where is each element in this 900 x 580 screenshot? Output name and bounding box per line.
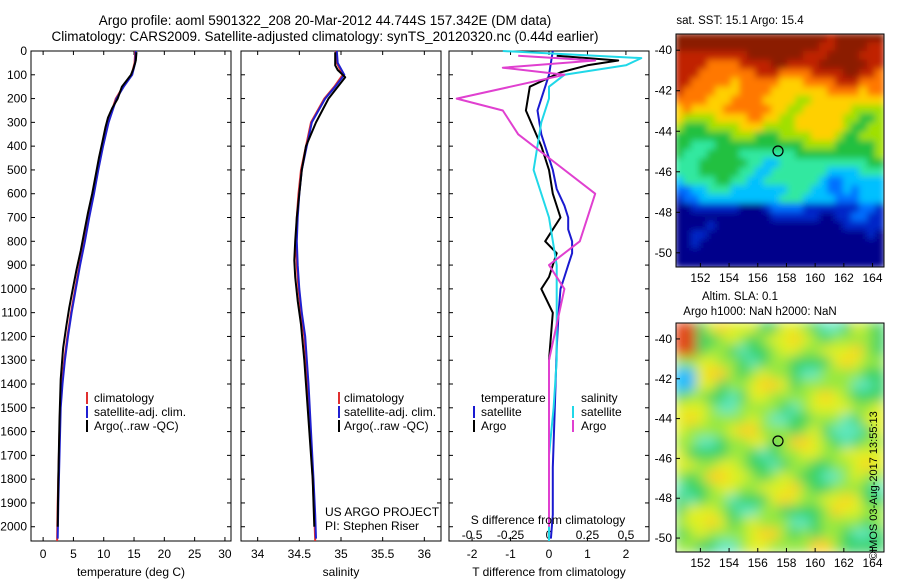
x-tick-label: 2 xyxy=(623,547,630,561)
legend-heading-salinity: salinity xyxy=(581,391,618,405)
series-line xyxy=(56,50,137,539)
difference-xlabel: T difference from climatology xyxy=(472,565,626,579)
sst-map-title: sat. SST: 15.1 Argo: 15.4 xyxy=(676,15,804,27)
legend-entry-argo: Argo(..raw -QC) xyxy=(94,419,179,433)
depth-tick-label: 1300 xyxy=(0,353,27,367)
x-tick-label: 35.5 xyxy=(371,547,395,561)
figure-title-line-1: Argo profile: aoml 5901322_208 20-Mar-20… xyxy=(98,13,552,28)
sla-map-title-line-1: Altim. SLA: 0.1 xyxy=(701,291,779,303)
x-tick-label: 15 xyxy=(127,547,141,561)
depth-tick-label: 1200 xyxy=(0,329,27,343)
series-line xyxy=(56,50,137,542)
depth-tick-label: 200 xyxy=(7,92,27,106)
figure-title-line-2: Climatology: CARS2009. Satellite-adjuste… xyxy=(51,29,599,44)
legend-entry-argo: Argo(..raw -QC) xyxy=(344,419,429,433)
depth-tick-label: 2000 xyxy=(0,520,27,534)
legend-entry-temp-satellite: satellite xyxy=(481,405,522,419)
difference-legend: temperature salinity satellite Argo sate… xyxy=(473,391,622,433)
series-line xyxy=(295,50,344,542)
series-line xyxy=(502,50,643,541)
series-line xyxy=(293,52,347,527)
depth-tick-label: 1700 xyxy=(0,448,27,462)
legend-entry-satellite-adj: satellite-adj. clim. xyxy=(94,405,186,419)
x-top-tick-label: 0.5 xyxy=(618,528,635,542)
depth-tick-label: 1400 xyxy=(0,377,27,391)
x-tick-label: 30 xyxy=(218,547,232,561)
x-tick-label: 0 xyxy=(546,547,553,561)
legend-entry-sal-satellite: satellite xyxy=(581,405,622,419)
salinity-panel: 34 34.5 35 35.5 36 xyxy=(251,50,432,561)
legend-entry-climatology: climatology xyxy=(94,391,154,405)
salinity-axes-frame xyxy=(240,50,442,542)
depth-tick-label: 500 xyxy=(7,163,27,177)
project-annotation: US ARGO PROJECT xyxy=(325,505,440,519)
x-tick-label: -2 xyxy=(467,547,478,561)
x-tick-label: 34.5 xyxy=(288,547,312,561)
depth-tick-label: 800 xyxy=(7,234,27,248)
x-tick-label: 10 xyxy=(97,547,111,561)
x-tick-label: 5 xyxy=(70,547,77,561)
x-tick-label: 35 xyxy=(334,547,348,561)
depth-tick-label: 400 xyxy=(7,139,27,153)
depth-tick-label: 1600 xyxy=(0,425,27,439)
pi-annotation: PI: Stephen Riser xyxy=(325,519,419,533)
x-tick-label: 25 xyxy=(188,547,202,561)
x-tick-label: -1 xyxy=(505,547,516,561)
legend-entry-temp-argo: Argo xyxy=(481,419,507,433)
depth-axis: 0 100 200 300 400 500 600 700 800 900 1000 1100 1200… xyxy=(0,44,649,534)
depth-tick-label: 600 xyxy=(7,187,27,201)
x-tick-label: 0 xyxy=(40,547,47,561)
series-line xyxy=(56,52,138,527)
depth-tick-label: 1800 xyxy=(0,472,27,486)
depth-tick-label: 1000 xyxy=(0,282,27,296)
temperature-legend: climatology satellite-adj. clim. Argo(..… xyxy=(86,391,186,433)
difference-xlabel-top: S difference from climatology xyxy=(471,513,626,527)
depth-tick-label: 100 xyxy=(7,68,27,82)
legend-heading-temperature: temperature xyxy=(481,391,546,405)
series-line xyxy=(295,50,346,539)
series-line xyxy=(524,54,620,527)
temperature-xlabel: temperature (deg C) xyxy=(77,565,185,579)
depth-tick-label: 1100 xyxy=(1,306,27,320)
x-top-tick-label: -0.25 xyxy=(497,528,525,542)
legend-entry-climatology: climatology xyxy=(344,391,404,405)
depth-tick-label: 1900 xyxy=(0,496,27,510)
x-tick-label: 1 xyxy=(584,547,591,561)
depth-tick-label: 0 xyxy=(20,44,27,58)
x-top-tick-label: 0.25 xyxy=(576,528,600,542)
x-tick-label: 20 xyxy=(158,547,172,561)
copyright-credit: ©IMOS 03-Aug-2017 13:55:13 xyxy=(868,411,880,560)
depth-tick-label: 300 xyxy=(7,115,27,129)
salinity-legend: climatology satellite-adj. clim. Argo(..… xyxy=(338,391,436,433)
x-tick-label: 34 xyxy=(251,547,265,561)
depth-tick-label: 1500 xyxy=(0,401,27,415)
salinity-xlabel: salinity xyxy=(323,565,360,579)
temperature-panel: 0 5 10 15 20 25 30 xyxy=(40,50,232,561)
depth-tick-label: 900 xyxy=(7,258,27,272)
temperature-axes-frame xyxy=(30,50,232,542)
legend-entry-satellite-adj: satellite-adj. clim. xyxy=(344,405,436,419)
series-line xyxy=(455,54,597,527)
x-tick-label: 36 xyxy=(418,547,432,561)
series-line xyxy=(536,50,574,539)
x-top-tick-label: -0.5 xyxy=(462,528,483,542)
depth-tick-label: 700 xyxy=(7,211,27,225)
difference-panel: -2 -1 0 1 2-0.5 -0.25 0 0.25 0.5 xyxy=(455,50,643,561)
legend-entry-sal-argo: Argo xyxy=(581,419,607,433)
sla-map-title-line-2: Argo h1000: NaN h2000: NaN xyxy=(683,306,837,318)
